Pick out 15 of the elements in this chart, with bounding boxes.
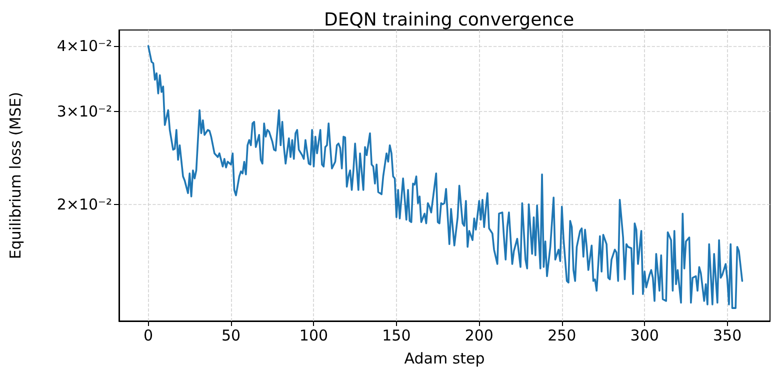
x-tick-label: 300 [630,326,659,344]
x-axis-title: Adam step [404,350,485,368]
x-tick-label: 350 [712,326,742,344]
line-series [147,45,744,309]
y-tick-label: 4×10⁻² [56,36,112,55]
x-tick-label: 50 [221,326,241,344]
x-tick-label: 200 [464,326,494,344]
x-tick-label: 250 [548,326,576,344]
y-axis-title: Equilibrium loss (MSE) [6,92,24,260]
y-tick-label: 2×10⁻² [56,195,112,214]
x-tick-label: 0 [144,326,154,344]
chart-title: DEQN training convergence [324,10,574,30]
x-tick-label: 150 [382,326,411,344]
x-tick-label: 100 [299,326,328,344]
y-tick-label: 3×10⁻² [56,102,112,121]
